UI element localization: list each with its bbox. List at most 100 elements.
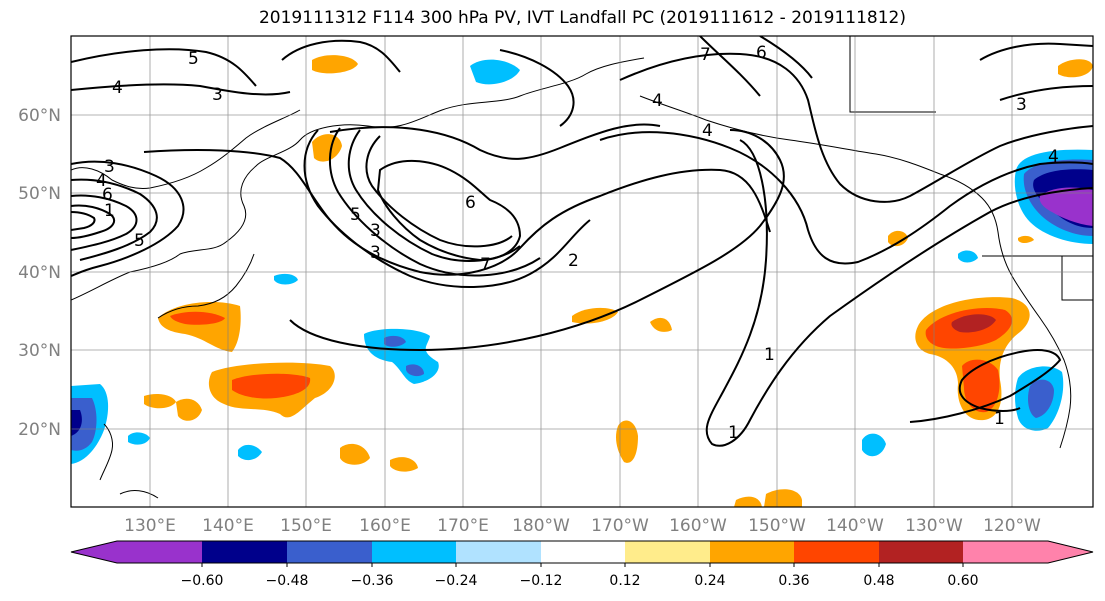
lon-label: 160°E (359, 516, 411, 536)
contour-label: 3 (104, 157, 115, 177)
map-background (71, 36, 1093, 507)
anomaly-central-positive-3 (616, 420, 638, 463)
coastlines (71, 36, 1093, 499)
contour-label: 6 (102, 185, 113, 205)
gridlines (71, 36, 1093, 507)
anomaly-central-positive-4 (340, 443, 370, 465)
contour-label-group: 5 4 3 3 4 6 1 5 3 5 3 6 7 2 1 1 4 4 7 6 … (96, 43, 1059, 443)
latitude-labels: 60°N 50°N 40°N 30°N 20°N (18, 106, 61, 440)
colorbar-segment (794, 541, 879, 563)
anomaly-150e-core (232, 373, 311, 399)
colorbar-tick-label: −0.12 (520, 573, 563, 589)
colorbar-tick-label: −0.36 (351, 573, 394, 589)
anomaly-small-negative-1 (128, 432, 150, 445)
colorbar-ticks (201, 563, 964, 567)
colorbar-segment (287, 541, 372, 563)
anomaly-california-max (951, 314, 996, 333)
anomaly-philippines-max (71, 410, 82, 436)
contour-label: 4 (112, 78, 123, 98)
anomaly-bottom-positive-1 (734, 496, 762, 507)
contour-label: 5 (134, 231, 145, 251)
lon-label: 130°W (905, 516, 963, 536)
lon-label: 170°E (437, 516, 489, 536)
contour-label: 5 (350, 205, 361, 225)
map-title: 2019111312 F114 300 hPa PV, IVT Landfall… (258, 8, 906, 28)
anomaly-arctic-positive-2 (312, 134, 342, 162)
colorbar-segment (625, 541, 710, 563)
anomaly-japan-core (170, 311, 225, 325)
map-panel: 5 4 3 3 4 6 1 5 3 5 3 6 7 2 1 1 4 4 7 6 … (71, 36, 1093, 507)
colorbar-segment (541, 541, 625, 563)
anomaly-140e-positive (144, 394, 176, 409)
anomaly-bottom-positive-2 (764, 489, 802, 507)
colorbar-segment (202, 541, 287, 563)
anomaly-pnw-peak (1039, 187, 1093, 226)
lat-label: 60°N (18, 106, 61, 126)
pv-contours (71, 36, 1093, 447)
contour-label: 5 (188, 49, 199, 69)
anomaly-central-positive-5 (390, 457, 418, 472)
lat-label: 50°N (18, 184, 61, 204)
lon-label: 160°W (669, 516, 727, 536)
colorbar-segment (963, 541, 1093, 563)
anomaly-small-negative-2 (238, 444, 262, 461)
contour-label: 3 (212, 85, 223, 105)
anomaly-160e-core2 (406, 364, 424, 377)
colorbar-segment (456, 541, 541, 563)
lon-label: 150°E (280, 516, 332, 536)
lon-label: 130°E (124, 516, 176, 536)
contour-label: 4 (652, 91, 663, 111)
contour-label: 4 (702, 121, 713, 141)
anomaly-arctic-negative (470, 59, 520, 85)
lat-label: 20°N (18, 420, 61, 440)
colorbar-tick-label: 0.60 (947, 573, 978, 589)
contour-label: 4 (1048, 147, 1059, 167)
colorbar: −0.60 −0.48 −0.36 −0.24 −0.12 0.12 0.24 … (70, 540, 1094, 589)
anomaly-japan-kuril-negative (274, 273, 298, 285)
contour-label: 3 (1016, 95, 1027, 115)
anomaly-160e-core (384, 335, 406, 347)
lat-label: 30°N (18, 341, 61, 361)
contour-label: 6 (465, 193, 476, 213)
colorbar-segment (710, 541, 794, 563)
colorbar-tick-label: 0.36 (778, 573, 809, 589)
contour-label: 6 (756, 43, 767, 63)
anomaly-145e-positive (176, 398, 202, 421)
anomaly-ne-pacific-small (888, 230, 908, 247)
colorbar-tick-label: −0.60 (181, 573, 224, 589)
colorbar-segment (879, 541, 963, 563)
lon-label: 180°W (512, 516, 570, 536)
anomaly-central-positive-1 (572, 307, 618, 324)
contour-label: 7 (700, 45, 711, 65)
contour-label: 1 (994, 409, 1005, 429)
colorbar-tick-labels: −0.60 −0.48 −0.36 −0.24 −0.12 0.12 0.24 … (181, 573, 979, 589)
lat-label: 40°N (18, 263, 61, 283)
contour-label: 1 (728, 423, 739, 443)
colorbar-segment (71, 541, 202, 563)
lon-label: 140°E (202, 516, 254, 536)
colorbar-tick-label: −0.24 (435, 573, 478, 589)
colorbar-tick-label: 0.12 (609, 573, 640, 589)
anomaly-arctic-positive-3 (1058, 59, 1093, 78)
anomaly-arctic-positive-1 (312, 55, 358, 74)
anomaly-baja-core (962, 359, 1000, 413)
lon-label: 140°W (826, 516, 884, 536)
contour-label: 7 (480, 255, 491, 275)
anomaly-bc-small-negative (958, 250, 978, 263)
lon-label: 150°W (748, 516, 806, 536)
contour-label: 1 (104, 201, 115, 221)
anomaly-shading (71, 55, 1093, 507)
lon-label: 170°W (591, 516, 649, 536)
colorbar-outline (70, 540, 1094, 564)
anomaly-central-positive-2 (650, 317, 672, 332)
contour-label: 2 (568, 251, 579, 271)
contour-label: 3 (370, 243, 381, 263)
anomaly-baja-negative-core (1028, 379, 1054, 418)
lon-label: 120°W (983, 516, 1041, 536)
anomaly-hawaii-negative (862, 433, 886, 457)
colorbar-segment (372, 541, 456, 563)
contour-label: 4 (96, 171, 107, 191)
contour-label: 1 (764, 345, 775, 365)
map-frame (70, 35, 1094, 508)
